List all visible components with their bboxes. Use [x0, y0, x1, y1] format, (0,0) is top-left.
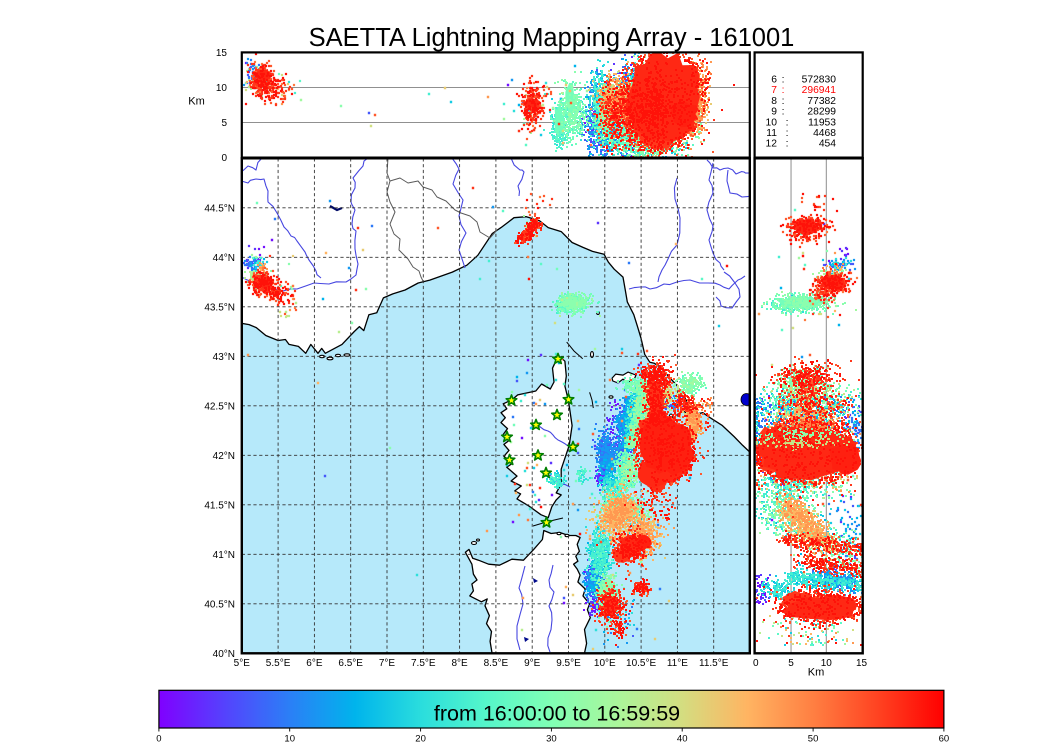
svg-text:41°N: 41°N — [213, 550, 235, 561]
svg-text:43.5°N: 43.5°N — [204, 302, 235, 313]
svg-text:Km: Km — [808, 667, 825, 679]
svg-text:7: 7 — [771, 85, 777, 96]
svg-text:9: 9 — [771, 107, 777, 118]
svg-text:15: 15 — [856, 658, 868, 669]
svg-text:4468: 4468 — [813, 128, 836, 139]
svg-text:60: 60 — [939, 734, 950, 745]
svg-text:10°E: 10°E — [594, 658, 616, 669]
svg-text:9.5°E: 9.5°E — [556, 658, 581, 669]
svg-text::: : — [782, 85, 785, 96]
svg-text::: : — [786, 117, 789, 128]
svg-text:0: 0 — [221, 153, 227, 164]
svg-text:5.5°E: 5.5°E — [266, 658, 291, 669]
svg-text::: : — [782, 107, 785, 118]
svg-text:40°N: 40°N — [213, 649, 235, 660]
svg-text::: : — [786, 139, 789, 150]
svg-text:from 16:00:00 to 16:59:59: from 16:00:00 to 16:59:59 — [434, 702, 680, 726]
svg-text:6.5°E: 6.5°E — [338, 658, 363, 669]
svg-text:5: 5 — [221, 118, 227, 129]
svg-text:6°E: 6°E — [306, 658, 323, 669]
svg-text:10: 10 — [821, 658, 833, 669]
svg-text::: : — [782, 96, 785, 107]
svg-text:10: 10 — [216, 83, 228, 94]
svg-text::: : — [786, 128, 789, 139]
svg-text:8.5°E: 8.5°E — [484, 658, 509, 669]
svg-text:40: 40 — [677, 734, 688, 745]
svg-text::: : — [782, 75, 785, 86]
svg-text:42°N: 42°N — [213, 451, 235, 462]
svg-text:40.5°N: 40.5°N — [204, 599, 235, 610]
svg-text:5: 5 — [788, 658, 794, 669]
svg-text:Km: Km — [188, 96, 205, 108]
svg-text:41.5°N: 41.5°N — [204, 500, 235, 511]
svg-text:296941: 296941 — [802, 85, 837, 96]
svg-text:12: 12 — [766, 139, 778, 150]
svg-text:7°E: 7°E — [379, 658, 396, 669]
svg-text:50: 50 — [808, 734, 819, 745]
svg-text:5°E: 5°E — [234, 658, 251, 669]
svg-text:454: 454 — [819, 139, 836, 150]
svg-text:7.5°E: 7.5°E — [411, 658, 436, 669]
svg-text:28299: 28299 — [807, 107, 836, 118]
svg-text:43°N: 43°N — [213, 352, 235, 363]
svg-text:0: 0 — [753, 658, 759, 669]
svg-text:SAETTA Lightning Mapping Array: SAETTA Lightning Mapping Array - 161001 — [309, 24, 795, 52]
svg-text:10: 10 — [284, 734, 295, 745]
svg-text:9°E: 9°E — [524, 658, 541, 669]
svg-text:30: 30 — [546, 734, 557, 745]
svg-text:10: 10 — [766, 117, 778, 128]
svg-text:44.5°N: 44.5°N — [204, 203, 235, 214]
svg-text:11°E: 11°E — [667, 658, 688, 669]
svg-text:77382: 77382 — [807, 96, 836, 107]
svg-text:572830: 572830 — [802, 75, 837, 86]
svg-text:11953: 11953 — [808, 117, 836, 128]
svg-text:11: 11 — [766, 128, 777, 139]
svg-text:11.5°E: 11.5°E — [699, 658, 729, 669]
svg-text:0: 0 — [156, 734, 161, 745]
svg-text:15: 15 — [216, 48, 228, 59]
svg-text:8: 8 — [771, 96, 777, 107]
svg-text:6: 6 — [771, 75, 777, 86]
svg-text:10.5°E: 10.5°E — [626, 658, 656, 669]
svg-text:44°N: 44°N — [213, 253, 235, 264]
svg-text:20: 20 — [415, 734, 426, 745]
svg-text:8°E: 8°E — [451, 658, 468, 669]
svg-text:42.5°N: 42.5°N — [204, 401, 235, 412]
